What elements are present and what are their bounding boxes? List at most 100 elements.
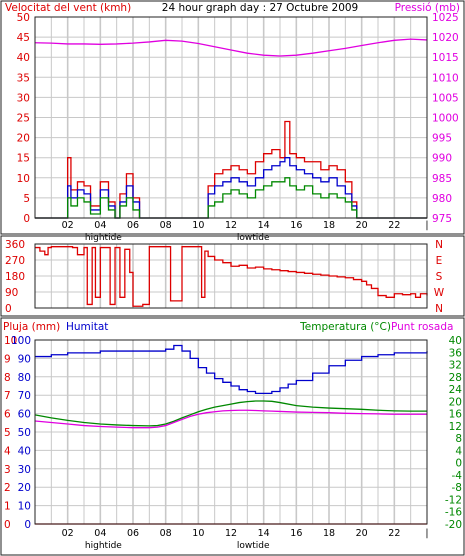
direction-tick-label: 90 bbox=[5, 287, 18, 299]
wind-pressure-ticks: 0510152025303540455097598098599099510001… bbox=[17, 12, 459, 243]
rain-tick-label: 8 bbox=[4, 372, 11, 384]
temperature-tick-label: 36 bbox=[449, 347, 463, 359]
tide-annotation: lowtide bbox=[237, 541, 270, 551]
humidity-temperature-frame bbox=[0, 317, 465, 556]
rain-tick-label: 3 bbox=[4, 464, 11, 476]
x-tick-label: 14 bbox=[258, 220, 270, 231]
compass-tick-label: E bbox=[436, 255, 443, 267]
humidity-temperature-panel: 0123456789100102030405060708090100-20-16… bbox=[0, 317, 465, 556]
direction-tick-label: 180 bbox=[5, 271, 25, 283]
temperature-axis-label: Temperatura (°C) bbox=[299, 321, 391, 333]
humidity-temperature-ticks: 0123456789100102030405060708090100-20-16… bbox=[4, 335, 462, 551]
left-tick-label: 0 bbox=[23, 213, 30, 225]
pressure-line bbox=[34, 38, 428, 57]
right-tick-label: 1005 bbox=[432, 92, 459, 104]
x-tick-label: 14 bbox=[258, 528, 270, 539]
left-tick-label: 30 bbox=[17, 92, 30, 104]
tide-annotation: hightide bbox=[85, 233, 122, 243]
right-tick-label: 985 bbox=[432, 173, 452, 185]
temperature-tick-label: -12 bbox=[445, 494, 462, 506]
compass-tick-label: W bbox=[434, 287, 445, 299]
right-tick-label: 1010 bbox=[432, 72, 459, 84]
right-tick-label: 1020 bbox=[432, 32, 459, 44]
temperature-tick-label: 8 bbox=[455, 433, 462, 445]
pressure-axis-label: Pressió (mb) bbox=[395, 2, 460, 14]
x-tick-label: 18 bbox=[323, 528, 335, 539]
rain-tick-label: 9 bbox=[4, 353, 11, 365]
temperature-tick-label: 0 bbox=[455, 458, 462, 470]
temperature-tick-label: 16 bbox=[449, 409, 463, 421]
x-tick-label: 10 bbox=[192, 220, 204, 231]
temperature-tick-label: 28 bbox=[449, 372, 462, 384]
x-tick-label: 16 bbox=[290, 220, 302, 231]
wind-pressure-panel: 0510152025303540455097598098599099510001… bbox=[0, 0, 465, 243]
tide-annotation: lowtide bbox=[237, 233, 270, 243]
right-tick-label: 1015 bbox=[432, 52, 459, 64]
humidity-tick-label: 80 bbox=[18, 372, 31, 384]
left-tick-label: 15 bbox=[17, 153, 30, 165]
x-tick-label: 20 bbox=[356, 528, 368, 539]
left-tick-label: 40 bbox=[17, 52, 30, 64]
humidity-tick-label: 0 bbox=[24, 519, 31, 531]
dew-point-line bbox=[34, 409, 427, 429]
x-tick-label: 08 bbox=[160, 528, 172, 539]
left-tick-label: 5 bbox=[23, 193, 30, 205]
left-tick-label: 45 bbox=[17, 32, 30, 44]
direction-tick-label: 0 bbox=[5, 303, 12, 315]
humidity-tick-label: 90 bbox=[18, 353, 31, 365]
temperature-line bbox=[34, 400, 427, 427]
wind-speed-line bbox=[35, 177, 427, 219]
rain-tick-label: 2 bbox=[4, 482, 11, 494]
temperature-tick-label: 40 bbox=[449, 335, 462, 347]
right-tick-label: 975 bbox=[432, 213, 452, 225]
x-tick-label: 02 bbox=[62, 528, 74, 539]
dew-point-axis-label: Punt rosada bbox=[391, 321, 453, 333]
compass-tick-label: N bbox=[435, 303, 443, 315]
rain-tick-label: 6 bbox=[4, 409, 11, 421]
humidity-temperature-plot-border bbox=[34, 339, 428, 525]
x-tick-label: 08 bbox=[160, 220, 172, 231]
x-tick-label: 04 bbox=[94, 528, 106, 539]
humidity-tick-label: 30 bbox=[18, 464, 31, 476]
direction-tick-label: 270 bbox=[5, 255, 25, 267]
wind-pressure-series bbox=[34, 38, 428, 219]
x-tick-label: 04 bbox=[94, 220, 106, 231]
chart-title: 24 hour graph day : 27 Octubre 2009 bbox=[162, 2, 358, 14]
humidity-line bbox=[35, 344, 428, 395]
humidity-tick-label: 10 bbox=[18, 501, 31, 513]
rain-tick-label: 4 bbox=[4, 445, 11, 457]
rain-axis-label: Pluja (mm) bbox=[3, 321, 60, 333]
x-tick-label: | bbox=[425, 220, 428, 231]
right-tick-label: 1025 bbox=[432, 12, 459, 24]
left-tick-label: 10 bbox=[17, 173, 30, 185]
temperature-tick-label: 4 bbox=[455, 445, 462, 457]
x-tick-label: 16 bbox=[290, 528, 302, 539]
humidity-tick-label: 20 bbox=[18, 482, 31, 494]
rain-tick-label: 10 bbox=[4, 335, 17, 347]
humidity-tick-label: 100 bbox=[11, 335, 31, 347]
direction-tick-label: 360 bbox=[5, 239, 25, 251]
left-tick-label: 35 bbox=[17, 72, 30, 84]
rain-tick-label: 0 bbox=[4, 519, 11, 531]
x-tick-label: 18 bbox=[323, 220, 335, 231]
temperature-tick-label: -16 bbox=[445, 507, 462, 519]
wind-direction-frame bbox=[0, 235, 465, 317]
x-tick-label: 06 bbox=[127, 528, 139, 539]
temperature-tick-label: -20 bbox=[445, 519, 462, 531]
right-tick-label: 995 bbox=[432, 133, 452, 145]
temperature-tick-label: 32 bbox=[449, 360, 462, 372]
x-tick-label: 12 bbox=[225, 528, 237, 539]
wind-speed-axis-label: Velocitat del vent (kmh) bbox=[5, 2, 131, 14]
x-tick-label: 12 bbox=[225, 220, 237, 231]
tide-annotation: hightide bbox=[85, 541, 122, 551]
wind-direction-series bbox=[35, 246, 428, 307]
left-tick-label: 20 bbox=[17, 133, 30, 145]
humidity-tick-label: 70 bbox=[18, 390, 31, 402]
rain-tick-label: 5 bbox=[4, 427, 11, 439]
right-tick-label: 990 bbox=[432, 153, 452, 165]
humidity-axis-label: Humitat bbox=[66, 321, 108, 333]
